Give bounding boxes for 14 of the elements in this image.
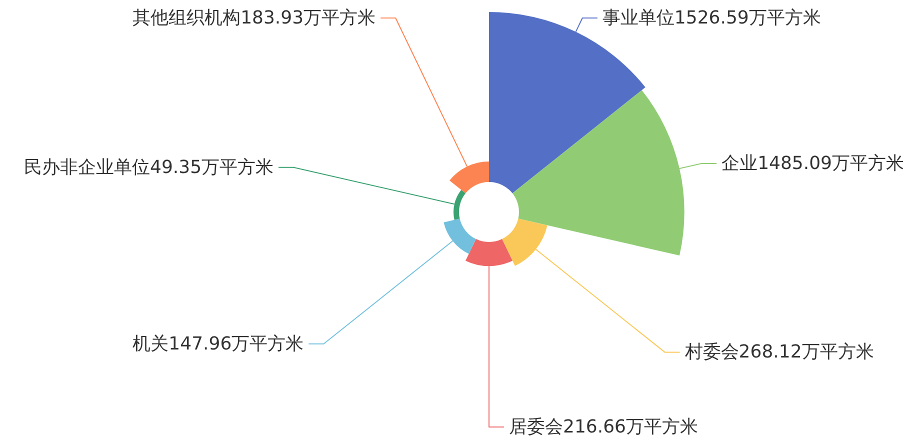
data-label: 216.66万平方米	[563, 416, 698, 438]
category-label: 民办非企业单位	[24, 156, 150, 178]
category-label: 其他组织机构	[132, 8, 241, 28]
data-label: 147.96万平方米	[168, 333, 304, 354]
data-label: 49.35万平方米	[150, 156, 274, 178]
data-label: 183.93万平方米	[240, 8, 376, 28]
data-label: 1485.09万平方米	[758, 152, 904, 174]
data-label: 268.12万平方米	[738, 342, 874, 363]
data-label: 1526.59万平方米	[674, 8, 821, 28]
category-label: 机关	[132, 333, 169, 354]
category-label: 居委会	[509, 416, 563, 438]
category-label: 企业	[722, 152, 758, 174]
category-label: 事业单位	[602, 8, 674, 28]
category-label: 村委会	[684, 342, 739, 363]
